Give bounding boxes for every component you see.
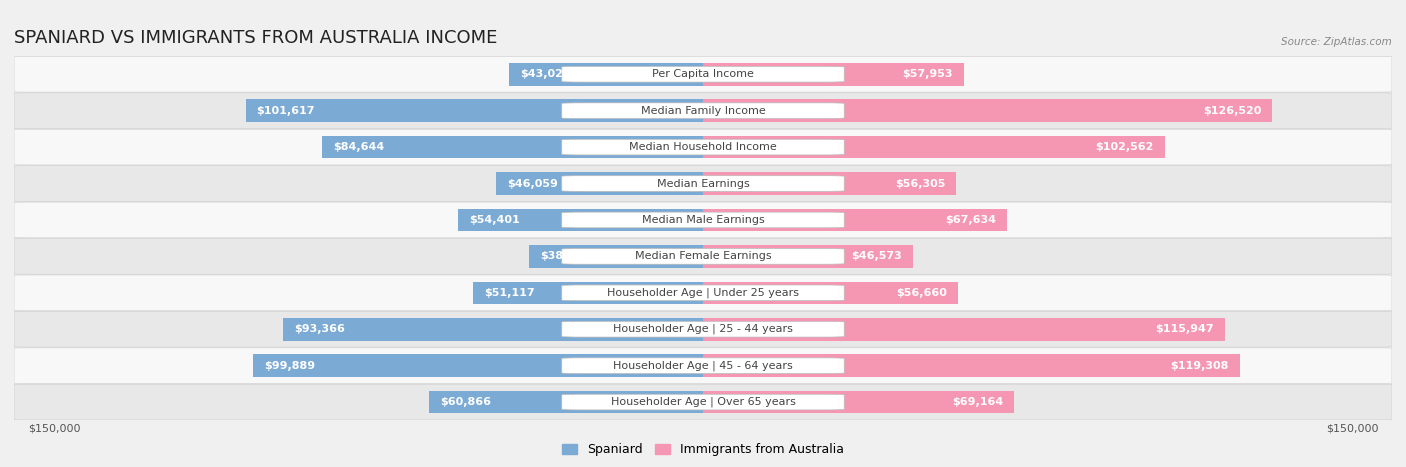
FancyBboxPatch shape [14, 93, 1392, 128]
FancyBboxPatch shape [703, 354, 1240, 377]
FancyBboxPatch shape [496, 172, 703, 195]
FancyBboxPatch shape [562, 285, 844, 301]
FancyBboxPatch shape [703, 172, 956, 195]
Text: $99,889: $99,889 [264, 361, 315, 371]
FancyBboxPatch shape [703, 245, 912, 268]
Text: Per Capita Income: Per Capita Income [652, 69, 754, 79]
FancyBboxPatch shape [14, 166, 1392, 201]
FancyBboxPatch shape [14, 57, 1392, 92]
FancyBboxPatch shape [458, 209, 703, 231]
FancyBboxPatch shape [429, 391, 703, 413]
FancyBboxPatch shape [14, 129, 1392, 165]
Text: $60,866: $60,866 [440, 397, 491, 407]
Text: $46,573: $46,573 [851, 251, 901, 262]
Text: $119,308: $119,308 [1171, 361, 1229, 371]
Text: $150,000: $150,000 [28, 423, 80, 433]
FancyBboxPatch shape [562, 66, 844, 82]
Legend: Spaniard, Immigrants from Australia: Spaniard, Immigrants from Australia [557, 439, 849, 461]
Text: $43,028: $43,028 [520, 69, 571, 79]
FancyBboxPatch shape [703, 209, 1008, 231]
Text: Source: ZipAtlas.com: Source: ZipAtlas.com [1281, 37, 1392, 47]
Text: Householder Age | Over 65 years: Householder Age | Over 65 years [610, 397, 796, 407]
Text: Median Household Income: Median Household Income [628, 142, 778, 152]
Text: $51,117: $51,117 [484, 288, 534, 298]
FancyBboxPatch shape [703, 136, 1164, 158]
FancyBboxPatch shape [246, 99, 703, 122]
FancyBboxPatch shape [472, 282, 703, 304]
FancyBboxPatch shape [562, 321, 844, 337]
Text: $69,164: $69,164 [952, 397, 1004, 407]
Text: $101,617: $101,617 [257, 106, 315, 116]
Text: $102,562: $102,562 [1095, 142, 1153, 152]
FancyBboxPatch shape [703, 99, 1272, 122]
FancyBboxPatch shape [529, 245, 703, 268]
Text: $150,000: $150,000 [1326, 423, 1378, 433]
Text: $54,401: $54,401 [470, 215, 520, 225]
Text: $126,520: $126,520 [1204, 106, 1261, 116]
Text: Median Earnings: Median Earnings [657, 178, 749, 189]
FancyBboxPatch shape [703, 391, 1014, 413]
Text: $46,059: $46,059 [506, 178, 558, 189]
Text: $56,305: $56,305 [896, 178, 945, 189]
FancyBboxPatch shape [283, 318, 703, 340]
Text: Householder Age | Under 25 years: Householder Age | Under 25 years [607, 288, 799, 298]
Text: $84,644: $84,644 [333, 142, 384, 152]
FancyBboxPatch shape [562, 139, 844, 155]
FancyBboxPatch shape [14, 311, 1392, 347]
FancyBboxPatch shape [703, 282, 957, 304]
FancyBboxPatch shape [14, 275, 1392, 311]
FancyBboxPatch shape [562, 103, 844, 119]
Text: $57,953: $57,953 [903, 69, 953, 79]
FancyBboxPatch shape [703, 63, 965, 85]
FancyBboxPatch shape [562, 394, 844, 410]
Text: Householder Age | 45 - 64 years: Householder Age | 45 - 64 years [613, 361, 793, 371]
Text: Median Female Earnings: Median Female Earnings [634, 251, 772, 262]
FancyBboxPatch shape [253, 354, 703, 377]
FancyBboxPatch shape [14, 239, 1392, 274]
Text: $56,660: $56,660 [896, 288, 948, 298]
FancyBboxPatch shape [14, 384, 1392, 420]
FancyBboxPatch shape [562, 176, 844, 191]
Text: Median Family Income: Median Family Income [641, 106, 765, 116]
FancyBboxPatch shape [562, 248, 844, 264]
Text: $67,634: $67,634 [945, 215, 997, 225]
Text: Median Male Earnings: Median Male Earnings [641, 215, 765, 225]
FancyBboxPatch shape [14, 202, 1392, 238]
FancyBboxPatch shape [703, 318, 1225, 340]
Text: $93,366: $93,366 [294, 324, 344, 334]
FancyBboxPatch shape [562, 358, 844, 374]
Text: Householder Age | 25 - 44 years: Householder Age | 25 - 44 years [613, 324, 793, 334]
Text: SPANIARD VS IMMIGRANTS FROM AUSTRALIA INCOME: SPANIARD VS IMMIGRANTS FROM AUSTRALIA IN… [14, 29, 498, 47]
Text: $115,947: $115,947 [1156, 324, 1213, 334]
FancyBboxPatch shape [322, 136, 703, 158]
FancyBboxPatch shape [14, 348, 1392, 383]
FancyBboxPatch shape [562, 212, 844, 228]
Text: $38,656: $38,656 [540, 251, 591, 262]
FancyBboxPatch shape [509, 63, 703, 85]
